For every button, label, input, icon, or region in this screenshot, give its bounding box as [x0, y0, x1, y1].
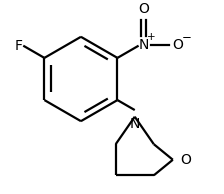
Text: +: +	[147, 32, 156, 42]
Text: −: −	[182, 31, 192, 44]
Text: F: F	[14, 39, 22, 53]
Text: N: N	[138, 38, 149, 52]
Text: O: O	[172, 38, 183, 52]
Text: O: O	[138, 2, 149, 16]
Text: N: N	[129, 117, 140, 131]
Text: O: O	[180, 153, 191, 167]
